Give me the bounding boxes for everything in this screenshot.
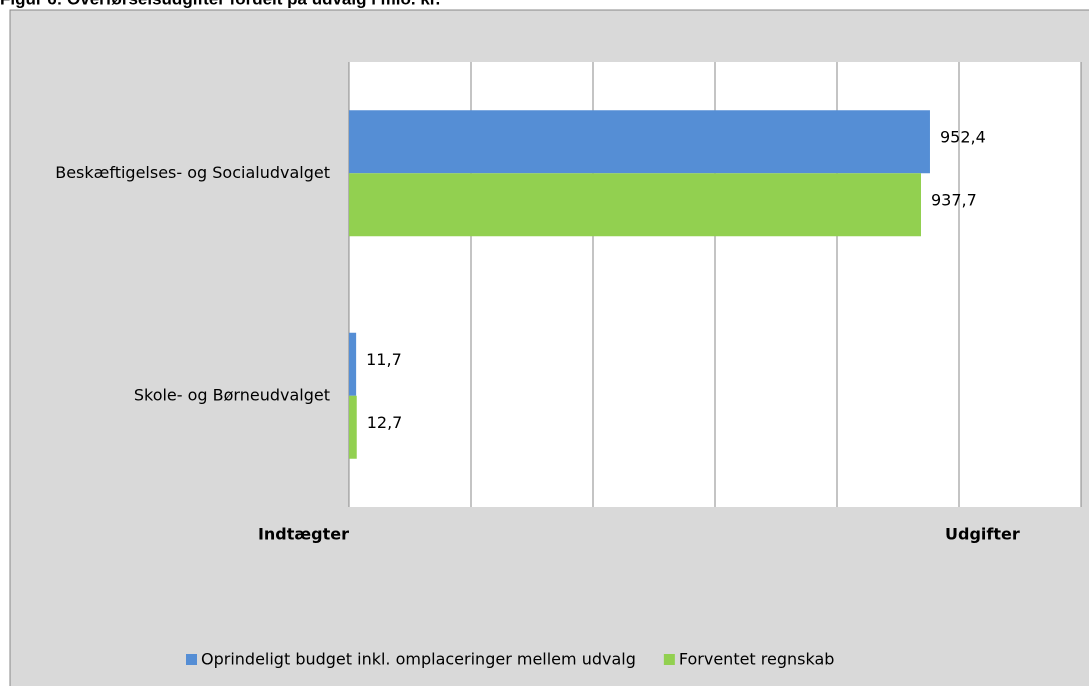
legend-swatch [186, 654, 197, 665]
data-label: 11,7 [366, 350, 402, 369]
bar [349, 173, 921, 237]
legend-label: Oprindeligt budget inkl. omplaceringer m… [201, 650, 636, 669]
y-tick-label: Beskæftigelses- og Socialudvalget [55, 163, 330, 182]
x-tick-label: Udgifter [945, 525, 1020, 544]
chart-title: Figur 6: Overførselsudgifter fordelt på … [0, 0, 440, 8]
data-label: 937,7 [931, 190, 977, 209]
y-tick-label: Skole- og Børneudvalget [134, 385, 330, 404]
bar [349, 332, 357, 396]
x-tick-label: Indtægter [258, 525, 349, 544]
bar [349, 395, 357, 459]
legend-swatch [663, 654, 675, 665]
data-label: 952,4 [940, 127, 986, 146]
legend-label: Forventet regnskab [679, 650, 835, 669]
bar [349, 110, 930, 174]
data-label: 12,7 [367, 413, 403, 432]
